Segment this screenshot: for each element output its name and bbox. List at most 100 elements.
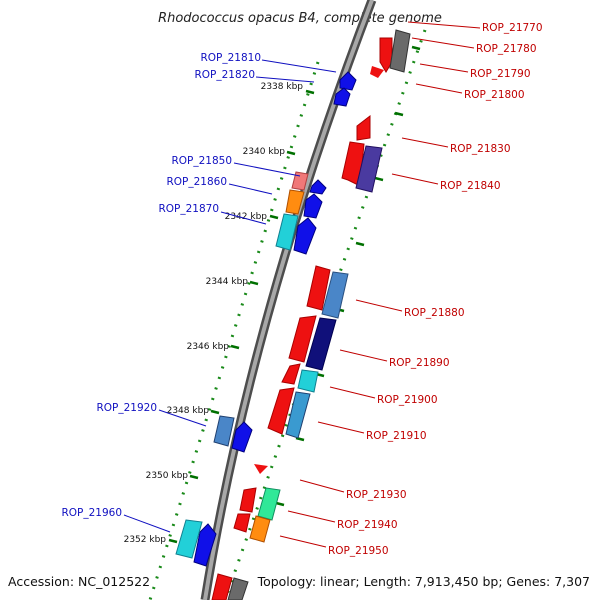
- tick-label: 2342 kbp: [225, 212, 268, 222]
- tick-label: 2340 kbp: [243, 147, 286, 157]
- right-gene-labels: ROP_21770 ROP_21780 ROP_21790 ROP_21800 …: [279, 21, 543, 557]
- tick-mark: [374, 176, 384, 182]
- tick-mark: [168, 538, 178, 544]
- gene-rop-21810[interactable]: [339, 71, 357, 91]
- leader-line: [339, 349, 388, 362]
- gene-bottom-gray[interactable]: [227, 577, 249, 600]
- gene-rop-21830[interactable]: [341, 141, 365, 187]
- gene-rop-21870-blue[interactable]: [293, 217, 317, 255]
- gene-rop-21830-head[interactable]: [356, 114, 371, 141]
- gene-label-rop-21840[interactable]: ROP_21840: [440, 180, 501, 192]
- tick-label: 2352 kbp: [124, 535, 167, 545]
- gene-label-rop-21810[interactable]: ROP_21810: [200, 52, 261, 64]
- reverse-strand-genes: [193, 71, 357, 567]
- gene-rop-21860-blue[interactable]: [303, 193, 323, 219]
- leader-line: [299, 479, 345, 493]
- right-dotted-guide: [223, 29, 427, 600]
- tick-mark: [189, 474, 199, 480]
- tick-label: 2344 kbp: [206, 277, 249, 287]
- gene-small[interactable]: [281, 363, 301, 385]
- left-gene-labels: ROP_21810 ROP_21820 ROP_21850 ROP_21860 …: [61, 52, 337, 533]
- gene-rop-21880-a[interactable]: [306, 265, 331, 311]
- forward-strand-genes: [211, 37, 393, 600]
- gene-label-rop-21860[interactable]: ROP_21860: [166, 176, 227, 188]
- gene-rop-21940[interactable]: [257, 487, 281, 521]
- gene-rop-21890[interactable]: [305, 317, 337, 371]
- leader-line: [228, 183, 273, 195]
- left-dotted-guide: [148, 61, 320, 600]
- gene-label-rop-21910[interactable]: ROP_21910: [366, 430, 427, 442]
- leader-line: [391, 173, 439, 185]
- gene-label-rop-21950[interactable]: ROP_21950: [328, 545, 389, 557]
- tick-label: 2350 kbp: [146, 471, 189, 481]
- tick-mark: [230, 344, 240, 350]
- gene-label-rop-21800[interactable]: ROP_21800: [464, 89, 525, 101]
- gene-label-rop-21930[interactable]: ROP_21930: [346, 489, 407, 501]
- leader-line: [407, 21, 481, 29]
- leader-line: [255, 76, 315, 83]
- tick-mark: [286, 150, 296, 156]
- gene-rop-21840[interactable]: [355, 145, 383, 193]
- gene-small[interactable]: [370, 66, 384, 78]
- leader-line: [279, 535, 327, 548]
- genome-summary-text: Topology: linear; Length: 7,913,450 bp; …: [257, 574, 590, 589]
- gene-rop-21870[interactable]: [275, 213, 299, 251]
- left-colored-genes: [175, 171, 309, 559]
- gene-rop-21910[interactable]: [285, 391, 311, 439]
- gene-rop-21900[interactable]: [297, 369, 319, 393]
- tick-label: 2348 kbp: [167, 406, 210, 416]
- gene-rop-21780[interactable]: [389, 29, 411, 73]
- leader-line: [220, 211, 267, 225]
- gene-rop-21920[interactable]: [213, 415, 235, 447]
- leader-line: [411, 37, 475, 49]
- leader-line: [233, 162, 301, 177]
- gene-rop-21930[interactable]: [254, 464, 268, 474]
- gene-label-rop-21790[interactable]: ROP_21790: [470, 68, 531, 80]
- leader-line: [401, 137, 449, 148]
- leader-line: [317, 421, 365, 434]
- tick-mark: [249, 280, 259, 286]
- leader-line: [415, 83, 463, 94]
- gene-rop-21960-blue[interactable]: [193, 523, 217, 567]
- gene-label-rop-21900[interactable]: ROP_21900: [377, 394, 438, 406]
- gene-label-rop-21870[interactable]: ROP_21870: [158, 203, 219, 215]
- gene-rop-21910-red[interactable]: [267, 387, 295, 435]
- gene-label-rop-21920[interactable]: ROP_21920: [96, 402, 157, 414]
- gene-label-rop-21830[interactable]: ROP_21830: [450, 143, 511, 155]
- gene-bottom[interactable]: [211, 573, 233, 600]
- gene-label-rop-21880[interactable]: ROP_21880: [404, 307, 465, 319]
- tick-mark: [411, 45, 421, 51]
- gene-label-rop-21890[interactable]: ROP_21890: [389, 357, 450, 369]
- leader-line: [123, 514, 171, 533]
- tick-mark: [210, 409, 220, 415]
- leader-line: [158, 409, 207, 427]
- gene-rop-21880-b[interactable]: [288, 315, 317, 363]
- gene-small[interactable]: [239, 487, 257, 513]
- gene-rop-21920-blue[interactable]: [231, 421, 253, 453]
- gene-label-rop-21960[interactable]: ROP_21960: [61, 507, 122, 519]
- gene-rop-21820[interactable]: [333, 87, 351, 107]
- gene-label-rop-21780[interactable]: ROP_21780: [476, 43, 537, 55]
- gene-rop-21880[interactable]: [321, 271, 349, 319]
- gene-small[interactable]: [233, 513, 251, 533]
- tick-mark: [275, 501, 285, 507]
- gene-label-rop-21770[interactable]: ROP_21770: [482, 22, 543, 34]
- gene-rop-21950[interactable]: [249, 515, 271, 543]
- leader-line: [287, 510, 336, 523]
- gene-rop-21850[interactable]: [291, 171, 309, 191]
- gene-label-rop-21820[interactable]: ROP_21820: [194, 69, 255, 81]
- accession-text: Accession: NC_012522: [8, 574, 150, 589]
- gene-label-rop-21940[interactable]: ROP_21940: [337, 519, 398, 531]
- gene-label-rop-21850[interactable]: ROP_21850: [171, 155, 232, 167]
- tick-label: 2338 kbp: [261, 82, 304, 92]
- tick-mark: [355, 241, 365, 247]
- leader-line: [261, 59, 337, 73]
- gene-rop-21770[interactable]: [379, 37, 393, 73]
- backbone: [203, 0, 374, 600]
- gene-rop-21860[interactable]: [285, 189, 305, 215]
- coordinate-ticks: 2338 kbp 2340 kbp 2342 kbp 2344 kbp 2346…: [124, 82, 315, 545]
- gene-rop-21960[interactable]: [175, 519, 203, 559]
- gene-rop-21850-blue[interactable]: [309, 179, 327, 195]
- right-colored-genes: [227, 29, 411, 600]
